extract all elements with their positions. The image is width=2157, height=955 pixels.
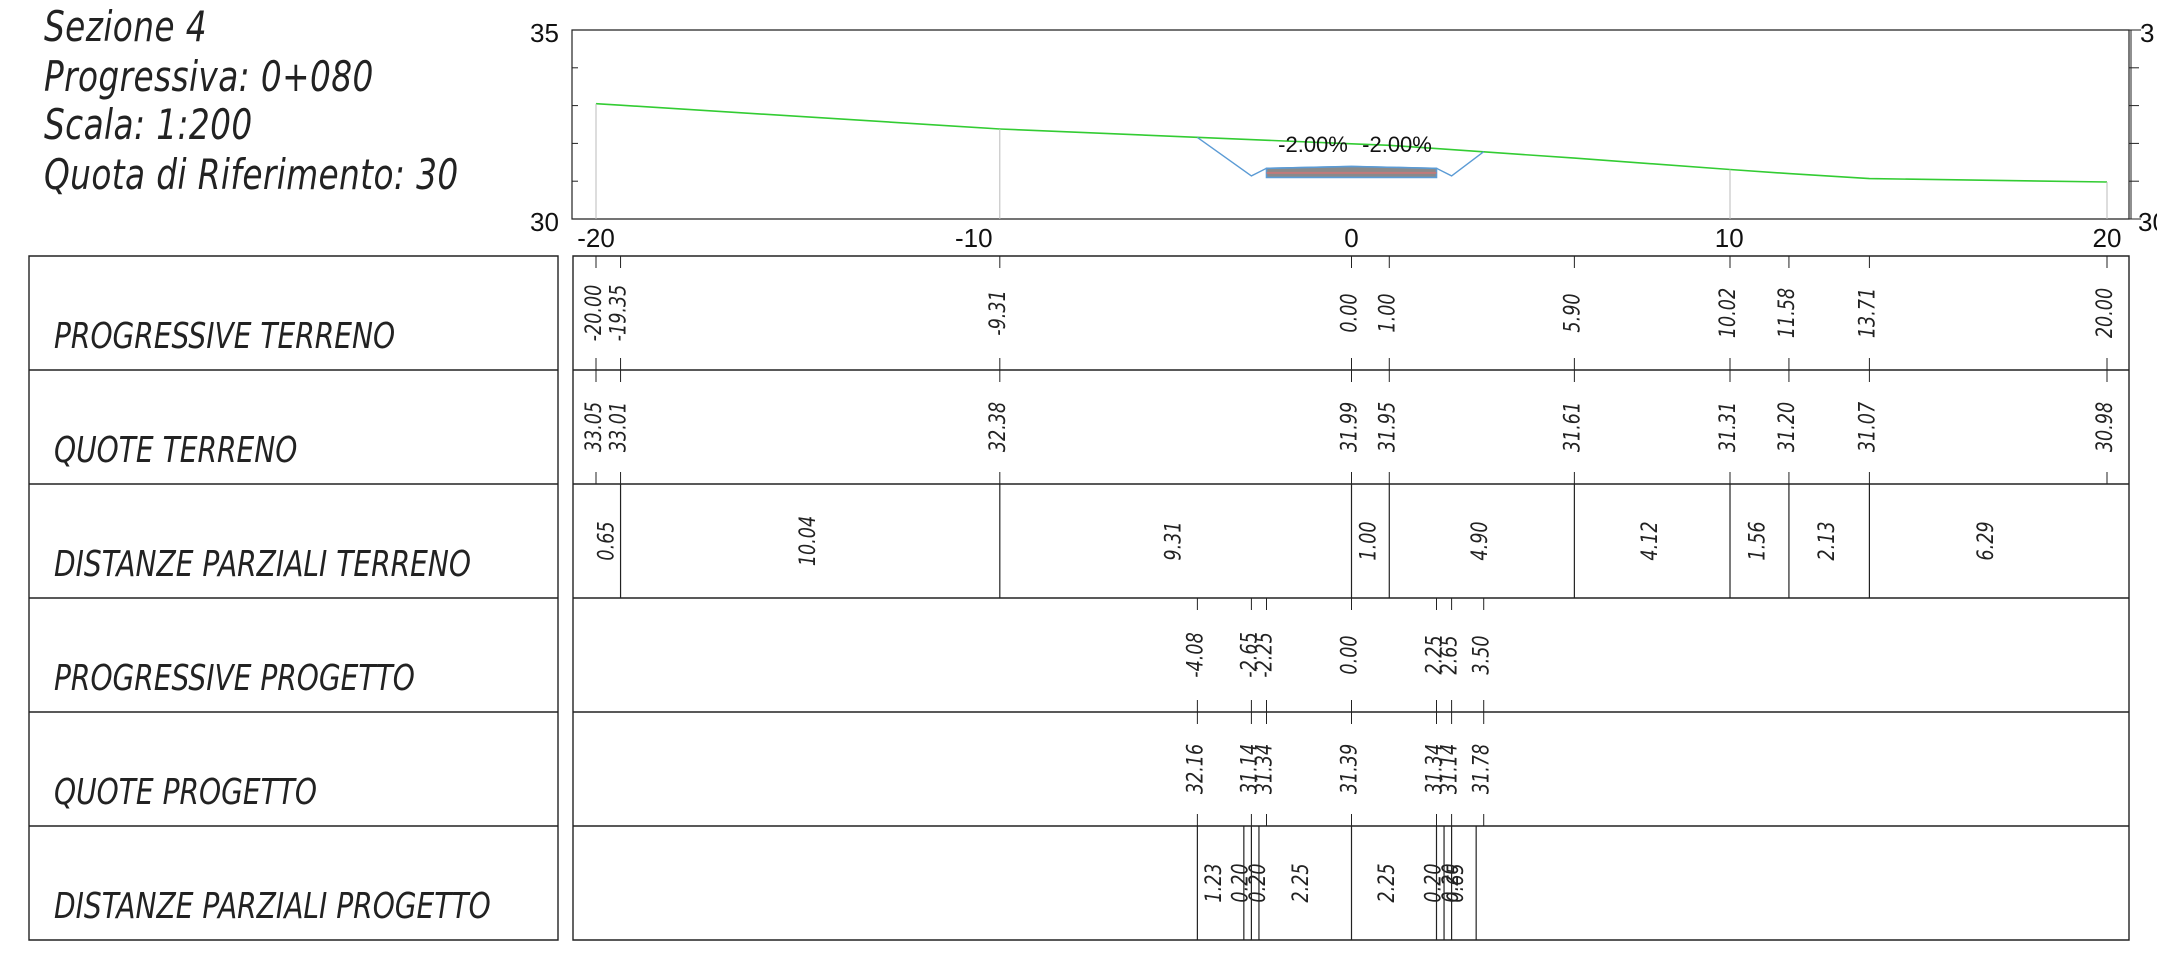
x-tick-label: -10: [955, 223, 993, 253]
design-elevation-value: 32.16: [1183, 744, 1208, 794]
design-partial-value: 0.20: [1228, 863, 1253, 902]
design-station-value: -2.25: [1252, 632, 1277, 678]
y-tick-label-right: 3: [2140, 18, 2154, 48]
y-tick-label-right: 30: [2138, 207, 2157, 237]
terrain-partial-value: 2.13: [1814, 521, 1839, 560]
terrain-elevation-value: 31.20: [1774, 402, 1799, 452]
terrain-station-value: 11.58: [1774, 288, 1799, 338]
terrain-partial-value: 0.65: [593, 521, 618, 560]
terrain-partial-value: 6.29: [1973, 521, 1998, 560]
terrain-elevation-value: 31.95: [1374, 402, 1399, 452]
design-elevation-value: 31.14: [1437, 744, 1462, 794]
terrain-station-value: -20.00: [581, 285, 606, 342]
design-station-value: 2.65: [1437, 635, 1462, 674]
design-station-value: 2.25: [1422, 635, 1447, 674]
design-elevation-value: 31.14: [1237, 744, 1262, 794]
slope-label-right: -2.00%: [1362, 132, 1432, 157]
progressive-label: Progressiva: 0+080: [44, 52, 374, 101]
terrain-station-value: 10.02: [1715, 288, 1740, 338]
design-elevation-value: 31.39: [1337, 744, 1362, 794]
x-tick-label: -20: [577, 223, 615, 253]
terrain-elevation-value: 31.07: [1855, 402, 1880, 453]
design-elevation-value: 31.34: [1252, 744, 1277, 794]
terrain-partial-value: 1.00: [1356, 521, 1381, 560]
row-label-progressive-terreno: PROGRESSIVE TERRENO: [54, 316, 396, 357]
terrain-partial-value: 1.56: [1745, 521, 1770, 560]
terrain-station-value: 5.90: [1559, 293, 1584, 332]
design-elevation-value: 31.78: [1469, 744, 1494, 794]
row-label-progressive-progetto: PROGRESSIVE PROGETTO: [54, 658, 415, 699]
design-partial-value: 2.25: [1374, 863, 1399, 902]
terrain-partial-value: 4.12: [1637, 521, 1662, 560]
terrain-elevation-value: 30.98: [2092, 402, 2117, 452]
row-label-distanze-terreno: DISTANZE PARZIALI TERRENO: [54, 544, 472, 585]
reference-elevation-label: Quota di Riferimento: 30: [44, 150, 459, 199]
terrain-elevation-value: 31.31: [1715, 402, 1740, 452]
x-tick-label: 20: [2093, 223, 2122, 253]
ground-profile-line: [595, 102, 2108, 183]
row-label-quote-terreno: QUOTE TERRENO: [54, 430, 298, 471]
scale-label: Scala: 1:200: [44, 100, 253, 149]
design-partial-value: 2.25: [1288, 863, 1313, 902]
y-tick-label: 30: [530, 207, 559, 237]
design-station-value: -2.65: [1237, 632, 1262, 678]
design-station-value: -4.08: [1183, 632, 1208, 678]
slope-label-left: -2.00%: [1278, 132, 1348, 157]
terrain-elevation-value: 33.01: [606, 402, 631, 452]
y-tick-label: 35: [530, 18, 559, 48]
terrain-elevation-value: 31.99: [1337, 402, 1362, 452]
terrain-station-value: 1.00: [1374, 293, 1399, 332]
design-partial-value: 0.65: [1443, 863, 1468, 902]
terrain-station-value: 13.71: [1855, 288, 1880, 338]
terrain-elevation-value: 32.38: [985, 402, 1010, 452]
design-station-value: 3.50: [1469, 635, 1494, 674]
design-partial-value: 0.20: [1245, 863, 1270, 902]
row-label-distanze-progetto: DISTANZE PARZIALI PROGETTO: [54, 886, 491, 927]
design-partial-value: 0.20: [1420, 863, 1445, 902]
design-elevation-value: 31.34: [1422, 744, 1447, 794]
terrain-station-value: -19.35: [606, 285, 631, 342]
terrain-partial-value: 4.90: [1467, 521, 1492, 560]
profile-frame: [571, 29, 2130, 220]
terrain-station-value: 0.00: [1337, 293, 1362, 332]
terrain-station-value: 20.00: [2092, 288, 2117, 338]
x-tick-label: 0: [1344, 223, 1358, 253]
design-station-value: 0.00: [1337, 635, 1362, 674]
terrain-partial-value: 9.31: [1161, 521, 1186, 560]
terrain-station-value: -9.31: [985, 290, 1010, 336]
section-title: Sezione 4: [44, 2, 207, 51]
row-label-quote-progetto: QUOTE PROGETTO: [54, 772, 318, 813]
terrain-elevation-value: 33.05: [581, 402, 606, 452]
terrain-partial-value: 10.04: [795, 516, 820, 566]
x-tick-label: 10: [1715, 223, 1744, 253]
design-partial-value: 0.20: [1438, 863, 1463, 902]
design-partial-value: 1.23: [1201, 863, 1226, 902]
terrain-elevation-value: 31.61: [1559, 402, 1584, 452]
